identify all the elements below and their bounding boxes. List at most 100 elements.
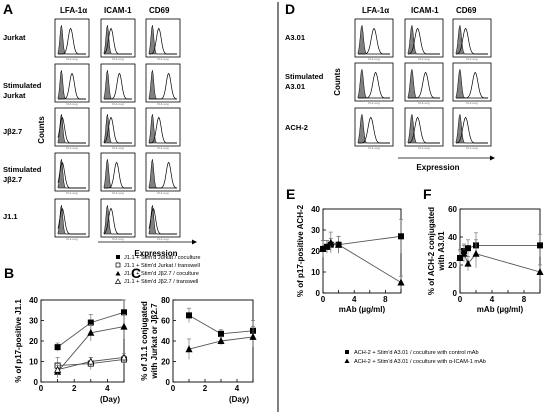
chart-c-xtick-label-4: 4 bbox=[235, 384, 240, 393]
chart-b-xtick-label-2: 2 bbox=[72, 384, 77, 393]
hist-a-r2-c0-stain-curve bbox=[57, 116, 86, 144]
chart-b-series-3-point-2 bbox=[120, 353, 128, 361]
hist-d-r2-c1-stain-curve bbox=[407, 116, 440, 144]
chart-e-ytick-label-0: 0 bbox=[316, 289, 321, 298]
legend-text-4: J1.1 + Stim'd Jβ2.7 / transwell bbox=[124, 279, 198, 285]
hist-a-r3-c2-isotype-fill bbox=[148, 159, 177, 189]
hist-d-r0-c2-axis-label: FL1-Log bbox=[466, 57, 478, 61]
hist-a-r3-c2-axis-label: FL1-Log bbox=[157, 191, 169, 195]
chart-b-series-3-point-0 bbox=[54, 365, 62, 373]
chart-c-ytick-label-0: 0 bbox=[166, 378, 171, 387]
chart-b-xtick-label-4: 4 bbox=[105, 384, 110, 393]
hist-a-r3-c0-stain-curve bbox=[57, 161, 86, 189]
legend-text-2: J1.1 + Stim'd Jurkat / transwell bbox=[124, 263, 200, 269]
hist-a-r4-c1-axis-label: FL1-Log bbox=[112, 237, 124, 241]
chart-f-series-1-point-4 bbox=[536, 268, 544, 276]
panel-a-row-stim-jb27-l1: Stimulated bbox=[3, 165, 42, 174]
hist-a-r1-c2-axis-label: FL1-Log bbox=[157, 102, 169, 106]
hist-a-r3-c1-stain-curve bbox=[104, 161, 132, 189]
chart-c-series-0-point-0 bbox=[185, 312, 192, 319]
hist-d-r1-c1-axis-label: FL1-Log bbox=[418, 101, 430, 105]
panel-d-xarrow-head bbox=[490, 155, 495, 161]
chart-b-ytick-label-3: 30 bbox=[29, 317, 38, 326]
panel-d-ylabel: Counts bbox=[333, 68, 342, 96]
hist-a-r1-c1-axis-label: FL1-Log bbox=[112, 102, 124, 106]
ef-legend-marker-triangle bbox=[344, 358, 350, 363]
hist-d-r2-c2-stain-curve bbox=[455, 116, 488, 144]
chart-e-series-1-point-2 bbox=[327, 238, 335, 246]
panel-a-row-stim-jb27-l2: Jβ2.7 bbox=[3, 175, 22, 184]
chart-e-ytick-label-3: 30 bbox=[311, 226, 320, 235]
legend-marker-square-filled bbox=[116, 255, 120, 259]
chart-f-series-0-point-2 bbox=[464, 245, 471, 252]
panel-a-row-jurkat: Jurkat bbox=[3, 33, 26, 42]
hist-a-r1-c1-stain-curve bbox=[104, 72, 132, 100]
chart-c-xtick-label-0: 0 bbox=[171, 384, 176, 393]
chart-c-ytick-label-4: 80 bbox=[161, 296, 170, 305]
hist-a-r1-c0-axis-label: FL1-Log bbox=[66, 102, 78, 106]
panel-a-xlabel: Expression bbox=[134, 249, 177, 258]
chart-c-ylabel: % of J1.1 conjugatedwith Jurkat or Jβ2.7 bbox=[140, 301, 159, 381]
hist-d-r1-c1-stain-curve bbox=[408, 71, 440, 99]
chart-b-series-2-point-1 bbox=[87, 328, 95, 336]
hist-a-r3-c2-stain-curve bbox=[149, 161, 178, 189]
chart-b-letter: B bbox=[4, 265, 14, 281]
hist-a-r3-c0-axis-label: FL1-Log bbox=[66, 191, 78, 195]
panel-d-letter: D bbox=[285, 1, 295, 17]
hist-a-r0-c0-axis-label: FL1-Log bbox=[66, 57, 78, 61]
chart-c-ylabel-line1: % of J1.1 conjugated bbox=[140, 301, 149, 381]
chart-b-ytick-label-2: 20 bbox=[29, 337, 38, 346]
chart-c-frame bbox=[172, 299, 254, 383]
chart-c-letter: C bbox=[131, 265, 141, 281]
hist-a-r2-c2-axis-label: FL1-Log bbox=[157, 146, 169, 150]
chart-b-ytick-label-4: 40 bbox=[29, 296, 38, 305]
chart-f-series-1-point-2 bbox=[464, 259, 472, 267]
chart-c-ytick-label-2: 40 bbox=[161, 337, 170, 346]
chart-c-xtick-label-2: 2 bbox=[203, 384, 208, 393]
hist-d-r1-c2-stain-curve bbox=[456, 71, 488, 99]
chart-e-letter: E bbox=[286, 186, 295, 202]
hist-a-r2-c1-axis-label: FL1-Log bbox=[112, 146, 124, 150]
chart-f-ytick-label-2: 40 bbox=[448, 233, 457, 242]
hist-d-r0-c0-axis-label: FL1-Log bbox=[368, 57, 380, 61]
chart-b-xtick-label-0: 0 bbox=[39, 384, 44, 393]
panel-d-xlabel: Expression bbox=[416, 163, 459, 172]
legend-text-3: J1.1 + Stim'd Jβ2.7 / coculture bbox=[124, 271, 199, 277]
chart-f-ytick-label-3: 60 bbox=[448, 205, 457, 214]
hist-a-r4-c2-axis-label: FL1-Log bbox=[157, 237, 169, 241]
ef-legend-text-2: ACH-2 + Stim'd A3.01 / coculture with α-… bbox=[354, 359, 486, 365]
hist-d-r0-c1-axis-label: FL1-Log bbox=[418, 57, 430, 61]
panel-d-row-stim-a301: Stimulated A3.01 bbox=[285, 72, 325, 91]
panel-d-row-stim-a301-l2: A3.01 bbox=[285, 82, 305, 91]
chart-f-xlabel: mAb (µg/ml) bbox=[477, 305, 524, 314]
hist-d-r0-c1-stain-curve bbox=[407, 27, 440, 55]
hist-d-r1-c0-stain-curve bbox=[358, 71, 390, 99]
chart-f-series-0-line bbox=[459, 244, 540, 259]
chart-e: E 0 4 8 0 10 20 30 40 mAb (µg/ml) % of p17-positiv… bbox=[286, 186, 405, 314]
chart-f-xtick-label-4: 8 bbox=[522, 295, 527, 304]
chart-e-series-1-point-3 bbox=[335, 240, 343, 248]
hist-d-r0-c2-stain-curve bbox=[455, 27, 488, 55]
hist-a-r4-c0-stain-curve bbox=[57, 207, 86, 235]
hist-a-r2-c1-stain-curve bbox=[103, 116, 132, 144]
chart-b-frame bbox=[40, 299, 125, 383]
hist-d-r2-c2-axis-label: FL1-Log bbox=[466, 146, 478, 150]
chart-e-ytick-label-2: 20 bbox=[311, 247, 320, 256]
chart-f: F 0 4 8 0 20 40 60 mAb (µg/ml) % of ACH-2 conjuga… bbox=[423, 186, 544, 314]
hist-a-r4-c0-axis-label: FL1-Log bbox=[66, 237, 78, 241]
chart-c-series-1-point-0 bbox=[185, 345, 193, 353]
panel-bc-legend: J1.1 + Stim'd Jurkat / coculture J1.1 + … bbox=[114, 255, 200, 285]
chart-e-ylabel: % of p17-positive ACH-2 bbox=[296, 204, 305, 297]
chart-f-series-1-point-3 bbox=[472, 249, 480, 257]
hist-d-r2-c0-axis-label: FL1-Log bbox=[368, 146, 380, 150]
panel-a-col-cd69: CD69 bbox=[149, 6, 170, 15]
hist-a-r1-c2-stain-curve bbox=[149, 72, 178, 100]
panel-d-col-icam1: ICAM-1 bbox=[411, 6, 439, 15]
chart-c-ytick-label-3: 60 bbox=[161, 317, 170, 326]
panel-a-row-stim-jurkat-l2: Jurkat bbox=[3, 91, 26, 100]
hist-a-r4-c1-stain-curve bbox=[103, 207, 132, 235]
hist-a-r3-c1-axis-label: FL1-Log bbox=[112, 191, 124, 195]
chart-e-series-0-line bbox=[322, 235, 402, 250]
